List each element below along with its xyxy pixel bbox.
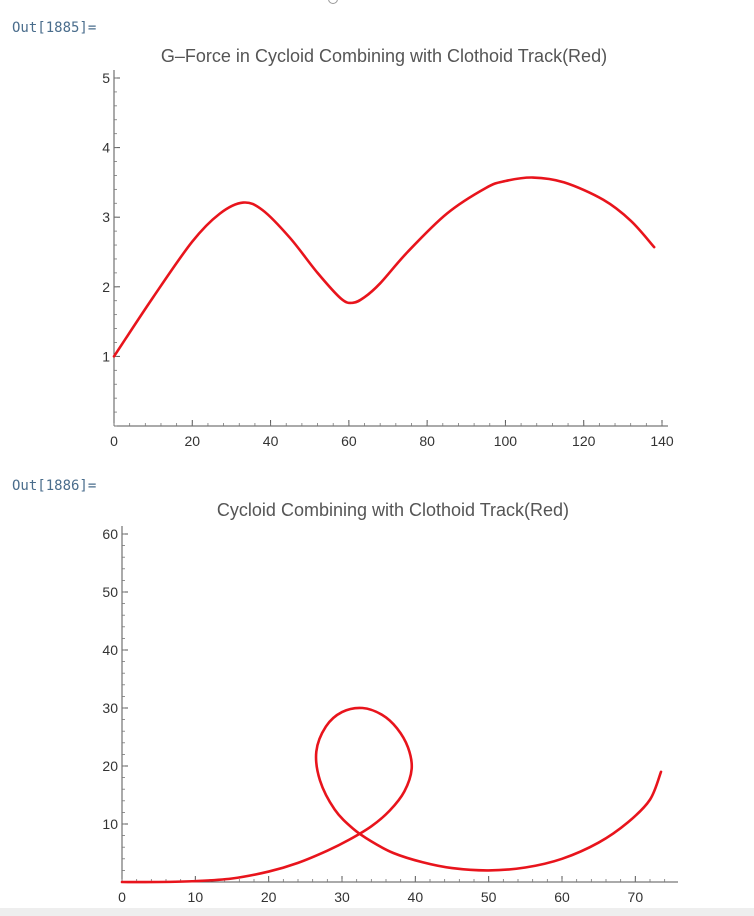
series-line (112, 176, 656, 358)
y-tick-label: 4 (102, 140, 110, 156)
x-tick-label: 40 (263, 433, 279, 449)
g-force-chart: G–Force in Cycloid Combining with Clotho… (102, 46, 674, 449)
y-tick-label: 60 (102, 526, 118, 542)
x-tick-label: 100 (494, 433, 518, 449)
out-label-1886: Out[1886]= (12, 478, 97, 494)
y-tick-label: 1 (102, 348, 110, 364)
x-tick-label: 80 (419, 433, 435, 449)
out-label-1885: Out[1885]= (12, 20, 97, 36)
x-tick-label: 60 (554, 889, 570, 904)
series-line (120, 706, 663, 884)
x-tick-label: 30 (334, 889, 350, 904)
x-tick-label: 120 (572, 433, 596, 449)
x-tick-label: 20 (184, 433, 200, 449)
y-tick-label: 20 (102, 758, 118, 774)
y-tick-label: 3 (102, 209, 110, 225)
y-tick-label: 40 (102, 642, 118, 658)
x-tick-label: 60 (341, 433, 357, 449)
y-tick-label: 5 (102, 70, 110, 86)
x-tick-label: 0 (110, 433, 118, 449)
y-tick-label: 2 (102, 279, 110, 295)
x-tick-label: 20 (261, 889, 277, 904)
x-tick-label: 50 (481, 889, 497, 904)
x-tick-label: 0 (118, 889, 126, 904)
y-tick-label: 10 (102, 816, 118, 832)
x-tick-label: 40 (408, 889, 424, 904)
chart-title: Cycloid Combining with Clothoid Track(Re… (217, 500, 569, 520)
y-tick-label: 30 (102, 700, 118, 716)
y-tick-label: 50 (102, 584, 118, 600)
chart-title: G–Force in Cycloid Combining with Clotho… (161, 46, 607, 66)
x-tick-label: 140 (650, 433, 674, 449)
cell-bracket-mark (328, 0, 338, 4)
footer-bar (0, 908, 754, 916)
x-tick-label: 10 (188, 889, 204, 904)
x-tick-label: 70 (628, 889, 644, 904)
track-chart: Cycloid Combining with Clothoid Track(Re… (102, 500, 678, 904)
